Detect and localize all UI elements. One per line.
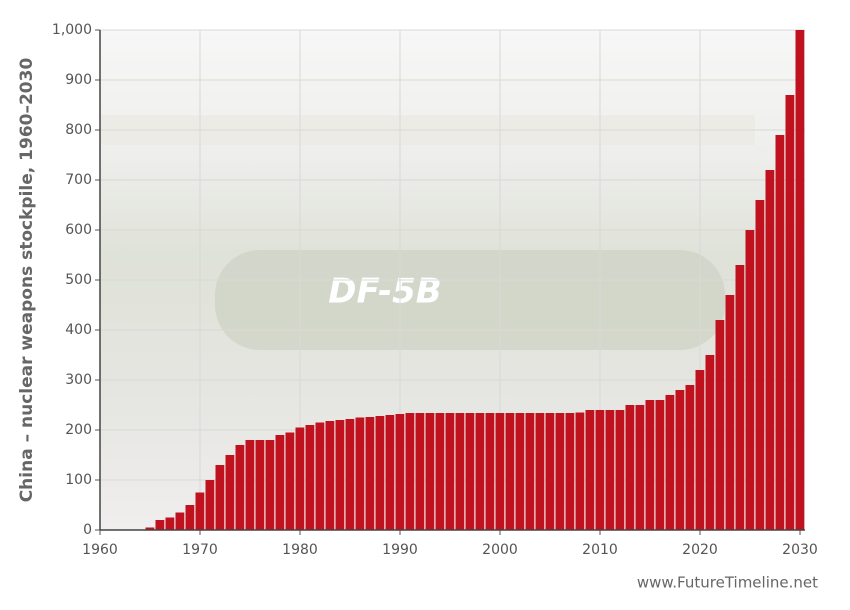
bar <box>245 440 255 530</box>
bar <box>535 413 545 530</box>
bar <box>725 295 735 530</box>
bar <box>695 370 705 530</box>
bar <box>355 417 365 530</box>
bar <box>735 265 745 530</box>
bar <box>295 427 305 530</box>
bar <box>525 413 535 530</box>
bar <box>405 413 415 530</box>
bar <box>305 425 315 530</box>
bar <box>365 417 375 530</box>
bar <box>185 505 195 530</box>
bar <box>775 135 785 530</box>
bar <box>585 410 595 530</box>
bar <box>145 527 155 530</box>
bar <box>555 413 565 530</box>
y-axis-label: China – nuclear weapons stockpile, 1960–… <box>17 58 37 503</box>
x-tick-label: 2020 <box>682 542 718 558</box>
bar <box>675 390 685 530</box>
x-tick-label: 1960 <box>82 542 118 558</box>
bar <box>315 422 325 530</box>
bar <box>385 415 395 530</box>
bar <box>545 413 555 530</box>
bar <box>575 412 585 530</box>
bar <box>155 520 165 530</box>
x-tick-label: 2000 <box>482 542 518 558</box>
y-tick-label: 500 <box>65 272 92 288</box>
bar <box>265 440 275 530</box>
source: www.FutureTimeline.net <box>637 574 818 592</box>
bar <box>445 413 455 530</box>
bar <box>705 355 715 530</box>
x-tick-label: 2010 <box>582 542 618 558</box>
bar <box>635 405 645 530</box>
y-tick-label: 300 <box>65 372 92 388</box>
photo-text: DF-5B <box>328 272 441 312</box>
bar <box>615 410 625 530</box>
bar <box>475 413 485 530</box>
bar <box>415 413 425 530</box>
bar <box>275 435 285 530</box>
bar <box>195 492 205 530</box>
bar <box>215 465 225 530</box>
y-tick-label: 100 <box>65 472 92 488</box>
bar <box>345 419 355 530</box>
bar <box>595 410 605 530</box>
bar <box>435 413 445 530</box>
y-tick-label: 700 <box>65 172 92 188</box>
bar <box>485 413 495 530</box>
bar <box>605 410 615 530</box>
bar <box>685 385 695 530</box>
bar <box>235 445 245 530</box>
x-tick-label: 2030 <box>782 542 818 558</box>
bar <box>375 416 385 530</box>
bar <box>205 480 215 530</box>
bar <box>715 320 725 530</box>
bar <box>795 30 805 530</box>
bar <box>645 400 655 530</box>
y-tick-label: 900 <box>65 72 92 88</box>
bar <box>665 395 675 530</box>
x-tick-label: 1980 <box>282 542 318 558</box>
bar <box>755 200 765 530</box>
x-tick-label: 1970 <box>182 542 218 558</box>
y-tick-label: 1,000 <box>52 22 92 38</box>
bar <box>325 421 335 530</box>
bar <box>565 413 575 530</box>
bar <box>495 413 505 530</box>
y-tick-label: 0 <box>83 522 92 538</box>
bar <box>465 413 475 530</box>
bars <box>145 30 805 530</box>
bar <box>625 405 635 530</box>
bar <box>285 432 295 530</box>
photo-missile <box>215 250 725 350</box>
bar <box>745 230 755 530</box>
bar <box>255 440 265 530</box>
y-tick-label: 400 <box>65 322 92 338</box>
y-tick-label: 200 <box>65 422 92 438</box>
axes: 0 100 200 300 400 500 600 700 800 900 1,000 1960 197… <box>52 22 818 558</box>
bar <box>175 512 185 530</box>
bar <box>455 413 465 530</box>
bar <box>785 95 795 530</box>
x-tick-label: 1990 <box>382 542 418 558</box>
bar <box>425 413 435 530</box>
bar <box>165 517 175 530</box>
bar <box>655 400 665 530</box>
bar <box>335 420 345 530</box>
bar <box>515 413 525 530</box>
bar <box>505 413 515 530</box>
bar <box>395 414 405 530</box>
y-tick-label: 800 <box>65 122 92 138</box>
bar <box>765 170 775 530</box>
bar <box>225 455 235 530</box>
y-tick-label: 600 <box>65 222 92 238</box>
